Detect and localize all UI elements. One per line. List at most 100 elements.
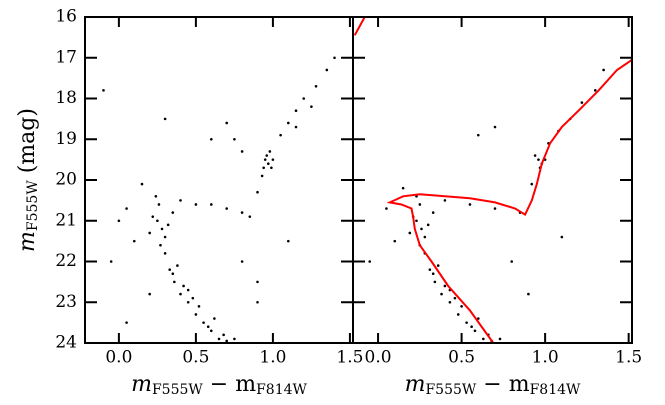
star-point <box>148 292 151 296</box>
star-point <box>225 207 229 210</box>
star-point <box>256 300 259 304</box>
star-point <box>423 235 427 239</box>
star-point <box>325 68 329 72</box>
star-point <box>431 211 435 214</box>
star-point <box>171 272 175 276</box>
star-point <box>206 325 210 329</box>
star-point <box>476 317 480 320</box>
star-point <box>163 252 167 255</box>
star-point <box>125 207 128 210</box>
star-point <box>151 215 155 218</box>
star-point <box>166 223 170 227</box>
star-point <box>225 121 229 125</box>
star-point <box>256 280 259 284</box>
star-point <box>109 260 113 263</box>
star-point <box>602 68 605 72</box>
star-point <box>266 162 270 165</box>
isochrone <box>386 58 632 343</box>
star-point <box>191 296 195 300</box>
star-point <box>125 321 128 324</box>
star-point <box>368 260 372 263</box>
star-point <box>179 292 182 296</box>
star-point <box>256 190 259 194</box>
x-tick-label: 0.0 <box>365 348 392 368</box>
label-part: m <box>15 231 40 252</box>
star-point <box>240 260 244 263</box>
star-point <box>433 280 437 284</box>
star-point <box>560 235 564 239</box>
star-point <box>265 154 269 157</box>
label-part: F555W <box>425 382 476 398</box>
star-point <box>270 166 273 170</box>
label-part: F555W <box>152 382 203 398</box>
label-part: − m <box>203 372 256 397</box>
star-point <box>537 158 540 161</box>
x-tick-label: 0.0 <box>105 348 132 368</box>
star-point <box>213 317 216 320</box>
y-tick-label: 24 <box>55 333 77 353</box>
label-part: F555W <box>25 180 41 231</box>
x-tick-label: 1.5 <box>336 348 363 368</box>
y-tick-label: 20 <box>55 170 77 190</box>
x-tick-label: 1.5 <box>615 348 642 368</box>
star-point <box>240 150 244 153</box>
star-point <box>262 166 265 170</box>
star-point <box>271 158 275 161</box>
y-tick-label: 17 <box>55 47 77 67</box>
y-axis-label: mF555W (mag) <box>15 108 41 252</box>
star-point <box>431 272 435 276</box>
star-point <box>186 300 190 304</box>
x-tick-label: 0.5 <box>448 348 475 368</box>
star-point <box>233 337 236 341</box>
star-point <box>314 84 318 88</box>
star-point <box>154 195 158 198</box>
star-point <box>527 292 530 296</box>
star-point <box>197 305 201 308</box>
label-part: − m <box>476 372 529 397</box>
x-axis-label: mF555W − mF814W <box>405 372 581 398</box>
star-point <box>294 109 298 113</box>
label-part: (mag) <box>15 108 40 180</box>
star-point <box>163 235 167 239</box>
star-point <box>436 264 440 267</box>
plot-frame <box>352 16 633 344</box>
isochrone <box>353 17 366 36</box>
y-tick-label: 18 <box>55 88 77 108</box>
star-point <box>217 337 221 341</box>
star-point <box>448 300 452 304</box>
star-point <box>443 199 447 202</box>
star-point <box>186 288 190 292</box>
star-point <box>468 203 472 206</box>
star-point <box>209 329 213 333</box>
x-axis-label: mF555W − mF814W <box>131 372 307 398</box>
star-point <box>302 97 306 100</box>
star-point <box>260 174 264 178</box>
y-tick-label: 22 <box>55 251 77 271</box>
star-point <box>428 268 432 271</box>
y-tick-label: 16 <box>55 7 77 27</box>
label-part: m <box>131 372 152 397</box>
label-part: F814W <box>530 382 581 398</box>
star-point <box>473 329 477 333</box>
label-part: F814W <box>256 382 307 398</box>
star-point <box>209 137 213 141</box>
star-point <box>279 133 282 137</box>
x-tick-label: 1.0 <box>259 348 286 368</box>
star-point <box>171 211 175 214</box>
star-point <box>482 337 485 341</box>
star-point <box>194 203 198 206</box>
star-point <box>420 227 423 231</box>
star-point <box>456 313 460 316</box>
star-point <box>287 121 290 125</box>
star-point <box>209 203 213 206</box>
star-point <box>498 337 502 341</box>
star-point <box>470 325 473 329</box>
star-point <box>465 321 468 324</box>
star-point <box>225 339 229 343</box>
star-point <box>385 207 388 210</box>
star-point <box>117 219 121 223</box>
plot-frame <box>84 16 354 344</box>
star-point <box>443 284 447 288</box>
star-point <box>179 199 182 202</box>
x-tick-label: 1.0 <box>532 348 559 368</box>
